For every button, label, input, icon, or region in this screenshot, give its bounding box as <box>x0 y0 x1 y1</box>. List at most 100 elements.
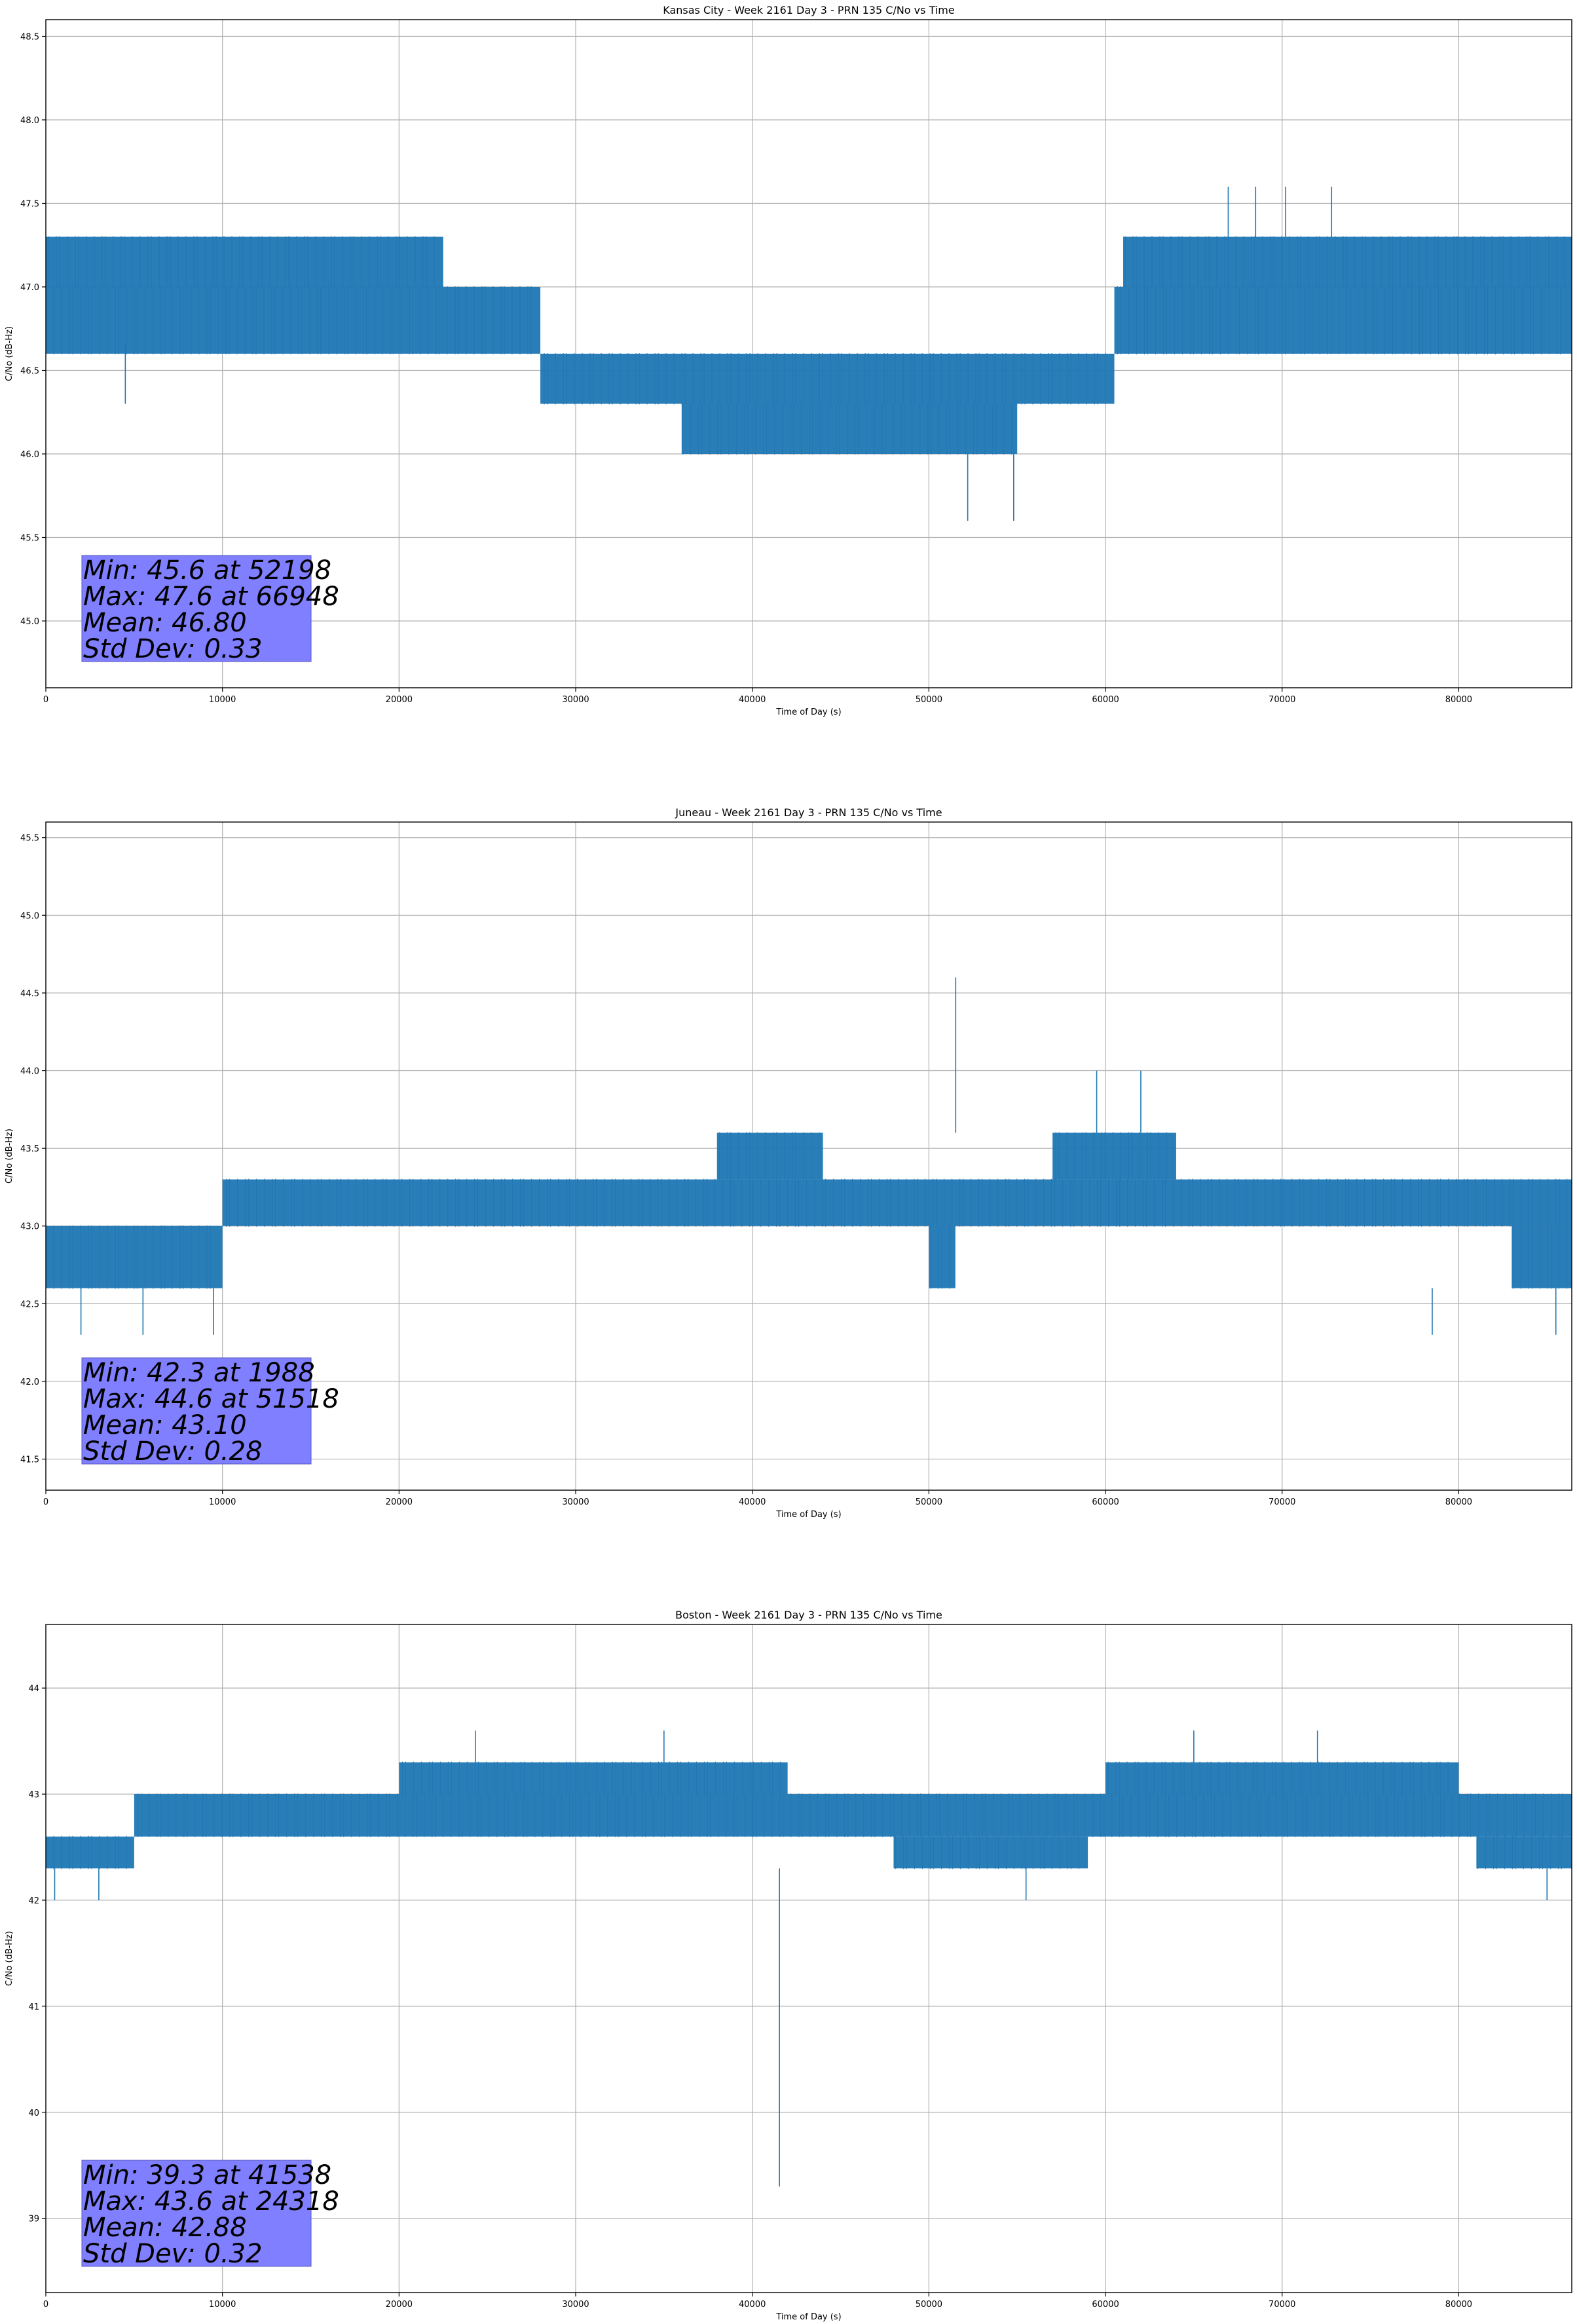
stat-min: Min: 45.6 at 52198 <box>83 555 331 586</box>
series-band-samples <box>1055 1132 1167 1180</box>
x-tick-label: 50000 <box>916 695 942 705</box>
x-tick-label: 70000 <box>1269 1497 1295 1507</box>
y-tick-label: 42.0 <box>20 1378 39 1387</box>
series-band-samples <box>1477 1835 1562 1869</box>
y-tick-label: 47.0 <box>20 283 39 293</box>
x-tick-label: 20000 <box>386 695 413 705</box>
x-tick-label: 30000 <box>562 1497 589 1507</box>
series-band-samples <box>226 1178 1568 1227</box>
series-band <box>893 1836 1088 1869</box>
series-band-layer <box>45 236 1572 455</box>
stat-max: Max: 43.6 at 24318 <box>83 2186 339 2217</box>
x-tick-label: 80000 <box>1445 2300 1472 2310</box>
x-tick-label: 40000 <box>739 1497 766 1507</box>
stats-box: Min: 42.3 at 1988 Max: 44.6 at 51518 Mea… <box>81 1357 339 1467</box>
x-axis-label: Time of Day (s) <box>775 1510 841 1520</box>
x-tick-label: 50000 <box>916 1497 942 1507</box>
y-tick-label: 46.0 <box>20 450 39 460</box>
series-band-samples <box>719 1132 820 1180</box>
y-tick-label: 44 <box>28 1684 39 1694</box>
stat-mean: Mean: 46.80 <box>83 608 247 638</box>
plot-frame <box>45 19 1572 688</box>
x-tick-label: 60000 <box>1092 1497 1119 1507</box>
y-tick-label: 41.5 <box>20 1455 39 1465</box>
x-tick-label: 60000 <box>1092 2300 1119 2310</box>
x-tick-label: 10000 <box>209 695 236 705</box>
chart-title: Juneau - Week 2161 Day 3 - PRN 135 C/No … <box>675 806 942 819</box>
y-tick-label: 45.0 <box>20 911 39 921</box>
x-axis-ticks: 0 10000 20000 30000 40000 50000 60000 70000 8000… <box>43 1490 1472 1507</box>
y-tick-label: 44.0 <box>20 1067 39 1077</box>
x-tick-label: 20000 <box>386 2300 413 2310</box>
stat-std-dev: Std Dev: 0.33 <box>83 634 263 664</box>
stats-box: Min: 39.3 at 41538 Max: 43.6 at 24318 Me… <box>81 2160 339 2269</box>
y-tick-label: 48.5 <box>20 33 39 43</box>
series-spike-layer <box>80 977 1557 1335</box>
series-band <box>716 1133 823 1180</box>
x-tick-label: 30000 <box>562 695 589 705</box>
y-tick-label: 43 <box>28 1790 39 1800</box>
stat-mean: Mean: 43.10 <box>83 1410 247 1440</box>
series-band <box>134 1794 1572 1837</box>
series-band-layer <box>45 1761 1572 1869</box>
chart-title: Boston - Week 2161 Day 3 - PRN 135 C/No … <box>675 1609 942 1621</box>
series-band <box>1105 1762 1459 1795</box>
y-tick-label: 48.0 <box>20 116 39 126</box>
series-band-samples <box>138 1793 1563 1837</box>
series-spike-layer <box>54 1730 1548 2187</box>
series-band <box>46 1836 134 1869</box>
x-axis-label: Time of Day (s) <box>775 2312 841 2322</box>
series-band <box>1123 236 1572 287</box>
y-tick-label: 42.5 <box>20 1300 39 1309</box>
stat-min: Min: 39.3 at 41538 <box>83 2160 331 2190</box>
y-tick-label: 45.5 <box>20 534 39 544</box>
series-band <box>399 1762 788 1795</box>
series-band <box>1052 1133 1176 1180</box>
x-tick-label: 50000 <box>916 2300 942 2310</box>
y-tick-label: 44.5 <box>20 989 39 999</box>
y-tick-label: 47.5 <box>20 200 39 210</box>
y-axis-label: C/No (dB-Hz) <box>5 1931 14 1986</box>
series-band-samples <box>544 353 1106 405</box>
x-tick-label: 20000 <box>386 1497 413 1507</box>
x-axis-ticks: 0 10000 20000 30000 40000 50000 60000 70000 8000… <box>43 2293 1472 2310</box>
y-tick-label: 46.5 <box>20 367 39 377</box>
stat-mean: Mean: 42.88 <box>83 2213 247 2243</box>
series-band-samples <box>895 1835 1079 1869</box>
series-band <box>540 354 1115 404</box>
chart-panel-juneau: Juneau - Week 2161 Day 3 - PRN 135 C/No … <box>5 806 1572 1520</box>
x-tick-label: 40000 <box>739 2300 766 2310</box>
series-band <box>1476 1836 1572 1869</box>
y-axis-ticks: 41.5 42.0 42.5 43.0 43.5 44.0 44.5 45.0 45.5 <box>20 834 46 1465</box>
y-axis-label: C/No (dB-Hz) <box>5 1129 14 1184</box>
series-band-samples <box>48 236 435 288</box>
stat-max: Max: 47.6 at 66948 <box>83 582 339 612</box>
x-tick-label: 10000 <box>209 1497 236 1507</box>
series-band-samples <box>401 1761 781 1795</box>
x-tick-label: 0 <box>43 695 48 705</box>
stat-min: Min: 42.3 at 1988 <box>83 1358 315 1388</box>
x-tick-label: 70000 <box>1269 695 1295 705</box>
x-axis-ticks: 0 10000 20000 30000 40000 50000 60000 70000 8000… <box>43 688 1472 705</box>
x-tick-label: 70000 <box>1269 2300 1295 2310</box>
x-tick-label: 30000 <box>562 2300 589 2310</box>
y-tick-label: 43.5 <box>20 1144 39 1154</box>
y-tick-label: 41 <box>28 2002 39 2012</box>
y-axis-label: C/No (dB-Hz) <box>5 326 14 381</box>
series-band <box>46 287 541 354</box>
y-axis-ticks: 45.0 45.5 46.0 46.5 47.0 47.5 48.0 48.5 <box>20 33 46 627</box>
x-tick-label: 40000 <box>739 695 766 705</box>
x-axis-label: Time of Day (s) <box>775 707 841 717</box>
x-tick-label: 0 <box>43 2300 48 2310</box>
series-band-samples <box>1512 1225 1567 1289</box>
series-band <box>222 1179 1572 1226</box>
chart-panel-kansas-city: Kansas City - Week 2161 Day 3 - PRN 135 … <box>5 4 1572 717</box>
y-tick-label: 39 <box>28 2215 39 2224</box>
stat-std-dev: Std Dev: 0.32 <box>83 2239 263 2269</box>
stat-std-dev: Std Dev: 0.28 <box>83 1436 263 1467</box>
stats-box: Min: 45.6 at 52198 Max: 47.6 at 66948 Me… <box>81 555 339 664</box>
stat-max: Max: 44.6 at 51518 <box>83 1384 339 1414</box>
series-band-samples <box>930 1225 950 1289</box>
stats-box-background <box>81 1357 312 1465</box>
